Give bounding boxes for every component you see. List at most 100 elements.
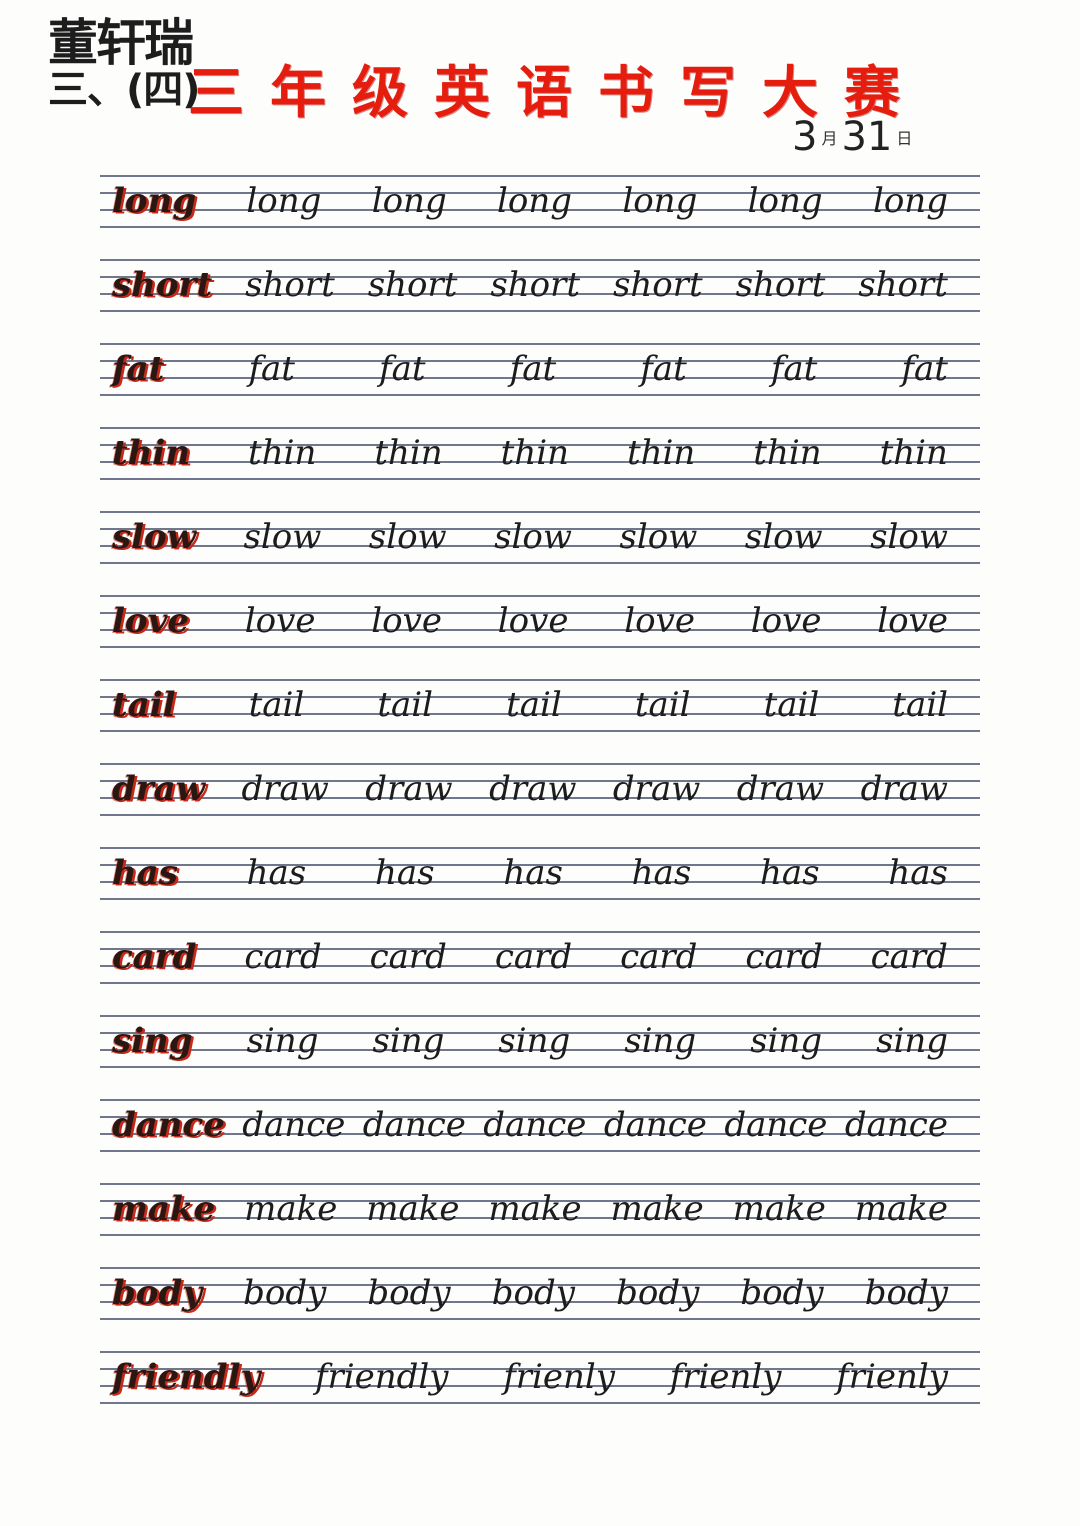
handwritten-copy: thin <box>626 433 696 473</box>
handwritten-copy: card <box>369 937 447 977</box>
handwritten-copy: fat <box>509 349 557 389</box>
word-line: make make make make make make make <box>112 1185 948 1233</box>
template-word: long <box>112 181 197 221</box>
word-line: long long long long long long long <box>112 177 948 225</box>
handwritten-copy: thin <box>248 433 317 473</box>
class-label: 三、(四) <box>48 67 201 113</box>
handwritten-copy: body <box>740 1273 824 1313</box>
handwritten-copy: thin <box>374 433 443 473</box>
practice-row: make make make make make make make <box>100 1183 980 1236</box>
four-line-ruling <box>100 847 980 900</box>
handwritten-copy: body <box>864 1273 948 1313</box>
handwritten-copy: fat <box>770 349 818 389</box>
handwritten-copy: dance <box>483 1105 587 1145</box>
practice-row: card card card card card card card <box>100 931 980 984</box>
handwritten-copy: slow <box>744 517 823 557</box>
handwritten-copy: love <box>497 601 569 641</box>
practice-row: tail tail tail tail tail tail tail <box>100 679 980 732</box>
handwritten-copy: tail <box>506 685 562 725</box>
four-line-ruling <box>100 427 980 480</box>
handwritten-copy: draw <box>736 769 825 809</box>
word-line: tail tail tail tail tail tail tail <box>112 681 948 729</box>
handwritten-copy: body <box>616 1273 700 1313</box>
handwritten-copy: body <box>491 1273 575 1313</box>
handwritten-copy: fat <box>379 349 426 389</box>
date-month-value: 3 <box>792 114 818 160</box>
handwritten-copy: has <box>888 853 948 893</box>
date: 3 月 31 日 <box>792 114 916 160</box>
template-word: card <box>112 937 197 977</box>
template-word: has <box>112 853 178 893</box>
handwritten-copy: body <box>367 1273 451 1313</box>
handwritten-copy: dance <box>362 1105 466 1145</box>
handwritten-copy: sing <box>624 1021 697 1061</box>
handwritten-copy: sing <box>876 1021 948 1061</box>
template-word: slow <box>112 517 197 557</box>
handwritten-copy: fat <box>901 349 948 389</box>
handwritten-copy: dance <box>603 1105 707 1145</box>
practice-row: has has has has has has has <box>100 847 980 900</box>
student-name: 董轩瑞 <box>48 14 194 72</box>
practice-row: dance dance dance dance dance dance dance <box>100 1099 980 1152</box>
handwritten-copy: love <box>750 601 822 641</box>
handwritten-copy: slow <box>368 517 447 557</box>
handwritten-copy: card <box>745 937 823 977</box>
practice-row: draw draw draw draw draw draw draw <box>100 763 980 816</box>
handwritten-copy: sing <box>246 1021 319 1061</box>
handwritten-copy: make <box>488 1189 582 1229</box>
handwritten-copy: short <box>735 265 826 305</box>
four-line-ruling <box>100 259 980 312</box>
handwritten-copy: body <box>243 1273 327 1313</box>
handwritten-copy: love <box>624 601 695 641</box>
handwritten-copy: draw <box>365 769 453 809</box>
handwritten-copy: love <box>244 601 316 641</box>
practice-row: body body body body body body body <box>100 1267 980 1320</box>
practice-row: short short short short short short short <box>100 259 980 312</box>
four-line-ruling <box>100 1267 980 1320</box>
handwritten-copy: draw <box>860 769 948 809</box>
handwritten-copy: dance <box>844 1105 948 1145</box>
handwritten-copy: long <box>747 181 823 221</box>
handwritten-copy: sing <box>498 1021 571 1061</box>
template-word: fat <box>112 349 165 389</box>
four-line-ruling <box>100 595 980 648</box>
word-line: draw draw draw draw draw draw draw <box>112 765 948 813</box>
handwritten-copy: make <box>732 1189 826 1229</box>
handwritten-copy: thin <box>879 433 948 473</box>
handwritten-copy: tail <box>634 685 691 725</box>
word-line: card card card card card card card <box>112 933 948 981</box>
word-line: slow slow slow slow slow slow slow <box>112 513 948 561</box>
template-word: sing <box>112 1021 193 1061</box>
four-line-ruling <box>100 1099 980 1152</box>
practice-row: thin thin thin thin thin thin thin <box>100 427 980 480</box>
handwritten-copy: tail <box>763 685 820 725</box>
handwritten-copy: love <box>877 601 948 641</box>
four-line-ruling <box>100 1183 980 1236</box>
handwritten-copy: long <box>246 181 322 221</box>
handwritten-copy: frienly <box>503 1357 615 1397</box>
handwritten-copy: has <box>760 853 820 893</box>
handwritten-copy: fat <box>248 349 295 389</box>
template-word: dance <box>112 1105 225 1145</box>
word-line: has has has has has has has <box>112 849 948 897</box>
template-word: love <box>112 601 189 641</box>
handwritten-copy: long <box>371 181 447 221</box>
word-line: sing sing sing sing sing sing sing <box>112 1017 948 1065</box>
handwritten-copy: tail <box>248 685 305 725</box>
handwritten-copy: tail <box>892 685 948 725</box>
handwritten-copy: slow <box>619 517 698 557</box>
template-word: make <box>112 1189 216 1229</box>
handwritten-copy: sing <box>372 1021 445 1061</box>
handwritten-copy: draw <box>489 769 577 809</box>
handwritten-copy: has <box>503 853 563 893</box>
practice-row: long long long long long long long <box>100 175 980 228</box>
handwritten-copy: sing <box>750 1021 823 1061</box>
handwritten-copy: thin <box>500 433 569 473</box>
handwritten-copy: long <box>622 181 698 221</box>
handwritten-copy: draw <box>241 769 329 809</box>
practice-row: love love love love love love love <box>100 595 980 648</box>
handwritten-copy: card <box>620 937 698 977</box>
handwritten-copy: dance <box>724 1105 828 1145</box>
handwritten-copy: has <box>631 853 692 893</box>
